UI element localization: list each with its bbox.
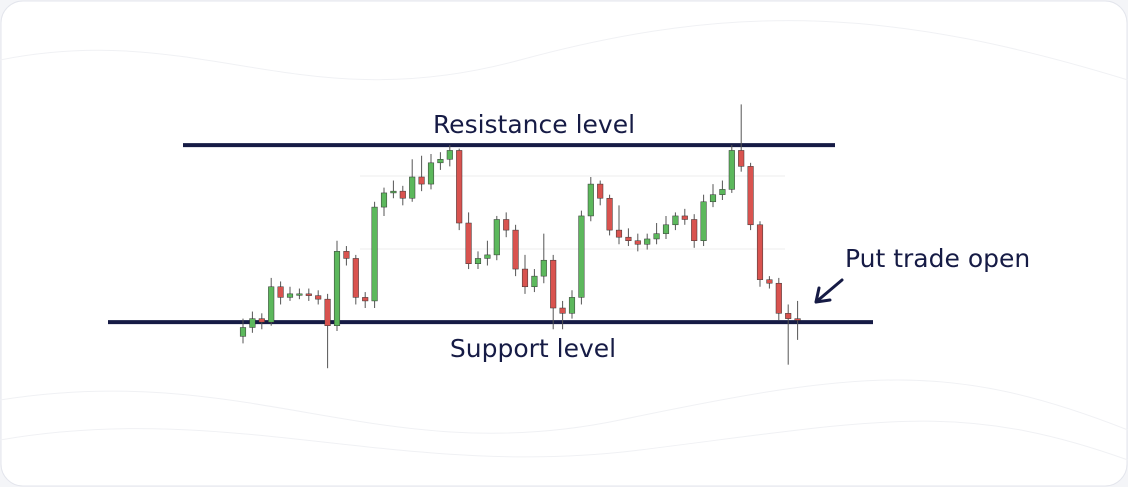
- candle-body: [456, 150, 463, 224]
- candle-body: [766, 279, 773, 284]
- candle-body: [493, 219, 500, 256]
- candle-body: [634, 240, 641, 245]
- candle-body: [437, 159, 444, 164]
- candle-body: [324, 298, 331, 326]
- candle-body: [728, 150, 735, 190]
- candle-body: [277, 286, 284, 298]
- candle-body: [333, 251, 341, 326]
- candle-body: [794, 318, 801, 321]
- candle-body: [578, 215, 585, 298]
- candle-body: [399, 190, 406, 199]
- candle-body: [785, 313, 792, 319]
- candle-body: [249, 318, 256, 328]
- candle-body: [719, 189, 726, 195]
- candle-body: [709, 194, 717, 203]
- candle-body: [531, 275, 538, 288]
- arrow: [814, 278, 844, 304]
- candle-body: [681, 215, 688, 220]
- candle-body: [691, 219, 698, 241]
- candle-body: [343, 251, 350, 259]
- candle-body: [738, 150, 745, 167]
- candle-body: [756, 224, 764, 280]
- annotation: Put trade open: [845, 244, 1030, 273]
- candle-body: [427, 162, 435, 185]
- candle-body: [550, 259, 557, 309]
- background-waves: [0, 20, 1128, 461]
- candle-body: [568, 297, 576, 314]
- candle-body: [615, 229, 623, 238]
- level-label: Support level: [450, 334, 616, 363]
- candle-body: [587, 183, 594, 217]
- candle-body: [409, 176, 416, 199]
- candle-body: [512, 229, 519, 270]
- candle-body: [390, 190, 397, 194]
- level-label: Resistance level: [433, 110, 635, 139]
- candle-body: [625, 236, 632, 241]
- candle-body: [606, 197, 613, 231]
- candle-body: [446, 150, 453, 160]
- candle-body: [380, 192, 388, 208]
- candle-body: [371, 206, 378, 302]
- candle-body: [465, 222, 472, 264]
- candle-body: [653, 233, 660, 240]
- candle-body: [258, 318, 265, 323]
- candle-body: [700, 201, 707, 241]
- candle-body: [540, 259, 547, 277]
- candle-body: [315, 295, 322, 300]
- candle-body: [352, 258, 359, 298]
- candle-body: [775, 282, 782, 314]
- candle-body: [672, 215, 679, 226]
- candle-body: [305, 293, 312, 296]
- candle-body: [418, 176, 425, 185]
- candle-body: [362, 297, 369, 302]
- candle-body: [503, 219, 510, 231]
- candle-body: [296, 293, 303, 296]
- candle-body: [286, 293, 294, 298]
- candle-body: [521, 268, 529, 288]
- candle-body: [747, 166, 754, 226]
- candle-body: [239, 327, 247, 337]
- candle-body: [268, 286, 275, 323]
- candle-body: [484, 254, 491, 259]
- candle-body: [662, 224, 670, 234]
- candle-body: [559, 307, 566, 314]
- candle-body: [644, 238, 651, 245]
- candle-body: [597, 183, 604, 199]
- candle-body: [474, 258, 482, 264]
